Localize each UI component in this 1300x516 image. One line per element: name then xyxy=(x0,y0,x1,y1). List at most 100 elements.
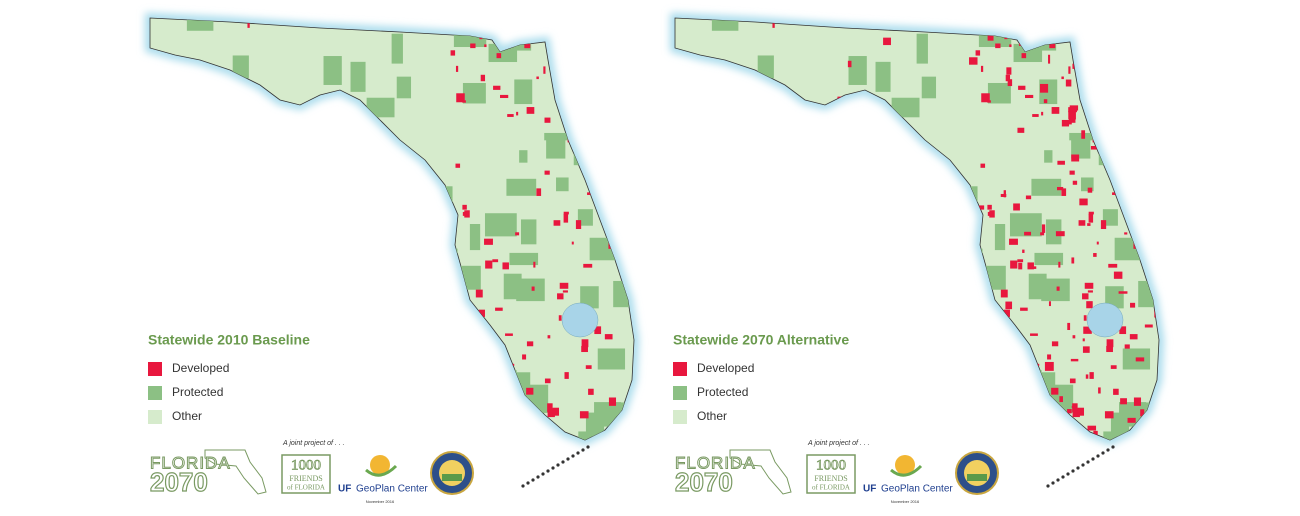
protected-area xyxy=(1069,132,1105,141)
developed-area xyxy=(1068,66,1071,74)
developed-area xyxy=(496,53,502,59)
developed-area xyxy=(1051,341,1059,347)
developed-area xyxy=(552,407,560,416)
developed-area xyxy=(562,290,568,293)
protected-area xyxy=(549,457,584,481)
developed-area xyxy=(526,387,534,395)
developed-area xyxy=(414,471,423,479)
developed-area xyxy=(714,120,720,129)
developed-area xyxy=(1138,45,1141,49)
protected-area xyxy=(632,220,634,247)
developed-area xyxy=(152,160,161,167)
developed-area xyxy=(1071,154,1080,162)
protected-area xyxy=(186,18,214,31)
key-island xyxy=(526,481,530,485)
developed-area xyxy=(902,390,905,394)
developed-area xyxy=(793,307,796,316)
developed-area xyxy=(916,407,921,414)
developed-area xyxy=(1003,190,1006,198)
developed-area xyxy=(1032,446,1038,455)
developed-area xyxy=(1085,374,1089,379)
developed-area xyxy=(267,207,274,216)
developed-area xyxy=(1038,461,1046,464)
developed-area xyxy=(951,316,956,321)
developed-area xyxy=(919,278,925,286)
developed-area xyxy=(1071,257,1075,264)
developed-area xyxy=(1010,260,1018,269)
friends-logo-box xyxy=(281,454,331,494)
protected-area xyxy=(1074,457,1109,481)
developed-area xyxy=(1027,262,1034,270)
developed-area xyxy=(1000,289,1008,298)
developed-area xyxy=(1061,76,1064,80)
developed-area xyxy=(1051,107,1060,114)
developed-area xyxy=(936,356,939,365)
developed-area xyxy=(940,431,950,440)
key-island xyxy=(581,448,585,452)
protected-area xyxy=(472,462,495,472)
developed-area xyxy=(507,114,514,117)
developed-area xyxy=(990,311,996,319)
key-island xyxy=(536,475,540,479)
protected-area xyxy=(213,348,249,356)
developed-area xyxy=(1134,195,1141,205)
developed-area xyxy=(1029,18,1035,21)
developed-area xyxy=(1001,369,1005,375)
protected-area xyxy=(592,454,611,469)
developed-area xyxy=(625,115,628,119)
developed-area xyxy=(1065,79,1072,87)
protected-area xyxy=(605,208,634,221)
protected-area xyxy=(950,364,979,387)
logo-uf: UF xyxy=(863,484,876,495)
developed-area xyxy=(467,426,471,432)
developed-area xyxy=(1127,117,1133,125)
developed-area xyxy=(912,203,916,210)
developed-area xyxy=(1099,81,1105,87)
key-island xyxy=(566,457,570,461)
developed-area xyxy=(563,213,569,223)
logo-florida: FLORIDA xyxy=(150,453,231,472)
protected-area xyxy=(916,33,928,64)
developed-area xyxy=(935,19,941,29)
logo-geoplan: GeoPlan Center xyxy=(881,484,953,495)
developed-area xyxy=(973,411,979,417)
developed-area xyxy=(480,432,484,437)
protected-area xyxy=(896,302,909,333)
developed-area xyxy=(716,164,723,170)
developed-area xyxy=(783,381,791,384)
developed-area xyxy=(1041,224,1046,233)
developed-area xyxy=(426,316,431,321)
developed-area xyxy=(337,453,342,458)
logo-geoplan: GeoPlan Center xyxy=(356,484,428,495)
protected-area xyxy=(1117,454,1136,469)
developed-area xyxy=(871,319,874,324)
developed-area xyxy=(1087,223,1091,226)
developed-area xyxy=(603,71,608,79)
friends-line2: of FLORIDA xyxy=(812,484,850,492)
protected-area xyxy=(1110,412,1130,437)
logo-year: 2070 xyxy=(675,467,733,497)
developed-area xyxy=(611,165,614,173)
protected-area xyxy=(271,125,299,148)
protected-area xyxy=(712,213,726,222)
protected-area xyxy=(371,302,384,333)
developed-area xyxy=(1021,53,1027,59)
developed-area xyxy=(415,431,425,440)
protected-area xyxy=(713,69,725,77)
developed-area xyxy=(1002,364,1011,372)
developed-area xyxy=(1093,253,1097,257)
developed-area xyxy=(1017,127,1025,133)
legend-swatch xyxy=(673,410,687,424)
developed-area xyxy=(1079,198,1088,206)
developed-area xyxy=(1142,148,1150,153)
protected-area xyxy=(1009,213,1042,237)
protected-area xyxy=(1158,123,1159,134)
developed-area xyxy=(247,21,250,28)
developed-area xyxy=(1122,447,1127,452)
protected-area xyxy=(738,348,774,356)
key-island xyxy=(571,454,575,458)
developed-area xyxy=(1070,358,1079,362)
protected-area xyxy=(246,167,284,200)
developed-area xyxy=(1067,322,1071,331)
protected-area xyxy=(633,123,634,134)
